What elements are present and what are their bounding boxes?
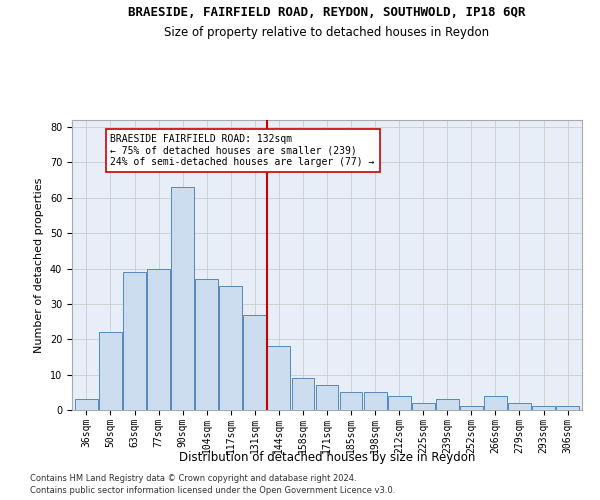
Bar — [147, 268, 170, 410]
Text: BRAESIDE FAIRFIELD ROAD: 132sqm
← 75% of detached houses are smaller (239)
24% o: BRAESIDE FAIRFIELD ROAD: 132sqm ← 75% of… — [110, 134, 375, 168]
Bar — [99, 332, 122, 410]
Bar — [532, 406, 555, 410]
Bar — [412, 403, 434, 410]
Bar — [484, 396, 507, 410]
Bar — [364, 392, 386, 410]
Bar — [508, 403, 531, 410]
Text: Contains HM Land Registry data © Crown copyright and database right 2024.
Contai: Contains HM Land Registry data © Crown c… — [30, 474, 395, 495]
Text: BRAESIDE, FAIRFIELD ROAD, REYDON, SOUTHWOLD, IP18 6QR: BRAESIDE, FAIRFIELD ROAD, REYDON, SOUTHW… — [128, 6, 526, 19]
Bar — [195, 279, 218, 410]
Bar — [340, 392, 362, 410]
Bar — [75, 400, 98, 410]
Bar — [556, 406, 579, 410]
Bar — [268, 346, 290, 410]
Text: Distribution of detached houses by size in Reydon: Distribution of detached houses by size … — [179, 451, 475, 464]
Bar — [316, 385, 338, 410]
Bar — [244, 314, 266, 410]
Bar — [292, 378, 314, 410]
Bar — [220, 286, 242, 410]
Y-axis label: Number of detached properties: Number of detached properties — [34, 178, 44, 352]
Text: Size of property relative to detached houses in Reydon: Size of property relative to detached ho… — [164, 26, 490, 39]
Bar — [460, 406, 483, 410]
Bar — [388, 396, 410, 410]
Bar — [436, 400, 459, 410]
Bar — [123, 272, 146, 410]
Bar — [171, 187, 194, 410]
